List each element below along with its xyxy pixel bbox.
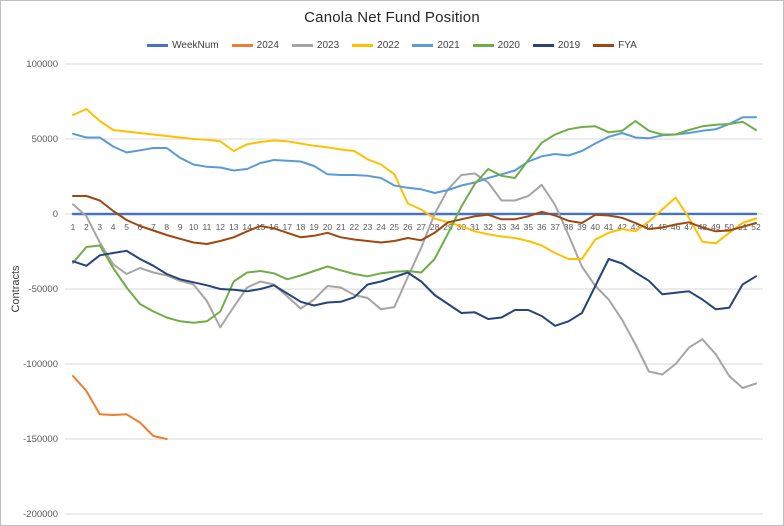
x-tick-label: 12 (216, 222, 226, 232)
x-tick-label: 40 (591, 222, 601, 232)
x-tick-label: 24 (376, 222, 386, 232)
x-tick-label: 37 (550, 222, 560, 232)
x-tick-label: 39 (577, 222, 587, 232)
x-tick-label: 8 (164, 222, 169, 232)
legend-label: 2021 (437, 40, 460, 51)
x-tick-label: 16 (269, 222, 279, 232)
x-tick-label: 20 (323, 222, 333, 232)
x-tick-label: 35 (524, 222, 534, 232)
series-line-2024 (72, 375, 168, 440)
x-tick-label: 21 (336, 222, 346, 232)
legend-swatch-icon (147, 44, 169, 47)
legend-swatch-icon (593, 44, 615, 47)
legend-item-2022: 2022 (352, 40, 399, 51)
x-tick-label: 17 (283, 222, 293, 232)
x-tick-label: 36 (537, 222, 547, 232)
x-tick-label: 34 (510, 222, 520, 232)
x-tick-label: 5 (124, 222, 129, 232)
x-tick-label: 46 (671, 222, 681, 232)
legend-label: 2020 (497, 40, 520, 51)
series-line-2020 (72, 120, 757, 324)
x-tick-label: 49 (711, 222, 721, 232)
x-tick-label: 11 (203, 222, 212, 232)
legend-item-2021: 2021 (412, 40, 460, 51)
legend-item-WeekNum: WeekNum (147, 40, 219, 51)
x-tick-label: 33 (497, 222, 507, 232)
y-tick-label: -100000 (23, 359, 58, 370)
legend-label: 2022 (377, 40, 400, 51)
x-tick-label: 31 (470, 222, 480, 232)
x-tick-label: 10 (189, 222, 199, 232)
legend-swatch-icon (291, 44, 313, 47)
x-tick-label: 25 (390, 222, 400, 232)
x-tick-label: 41 (604, 222, 614, 232)
x-tick-label: 3 (97, 222, 102, 232)
x-tick-label: 38 (564, 222, 574, 232)
x-tick-label: 14 (242, 222, 252, 232)
y-tick-label: 100000 (26, 59, 58, 70)
x-tick-label: 23 (363, 222, 373, 232)
series-line-2021 (72, 116, 757, 194)
x-tick-label: 50 (724, 222, 734, 232)
legend-label: 2024 (256, 40, 279, 51)
legend-label: FYA (618, 40, 637, 51)
y-tick-label: -200000 (23, 509, 58, 520)
chart-title: Canola Net Fund Position (304, 9, 480, 26)
x-tick-label: 42 (617, 222, 627, 232)
legend-swatch-icon (352, 44, 374, 47)
x-tick-label: 13 (229, 222, 239, 232)
series-line-2019 (72, 249, 757, 327)
y-tick-label: 50000 (32, 134, 58, 145)
legend-item-FYA: FYA (593, 40, 637, 51)
legend-item-2024: 2024 (231, 40, 279, 51)
legend-swatch-icon (412, 44, 434, 47)
legend-swatch-icon (532, 44, 554, 47)
series-line-FYA (72, 195, 757, 245)
legend-swatch-icon (231, 44, 253, 47)
x-tick-label: 43 (631, 222, 641, 232)
series-line-2023 (72, 172, 757, 389)
x-tick-label: 47 (684, 222, 694, 232)
x-tick-label: 9 (178, 222, 183, 232)
legend-swatch-icon (472, 44, 494, 47)
legend-label: 2023 (316, 40, 340, 51)
x-tick-label: 7 (151, 222, 156, 232)
x-tick-label: 18 (296, 222, 306, 232)
x-tick-label: 1 (71, 222, 76, 232)
x-tick-label: 29 (443, 222, 453, 232)
x-tick-label: 52 (751, 222, 761, 232)
x-tick-label: 2 (84, 222, 89, 232)
legend-item-2019: 2019 (532, 40, 581, 51)
legend-item-2020: 2020 (472, 40, 520, 51)
legend-label: WeekNum (172, 40, 219, 51)
x-tick-label: 22 (350, 222, 360, 232)
x-tick-label: 4 (111, 222, 116, 232)
legend: WeekNum 2024 2023 2022 2021 2020 2019 FYA (1, 40, 783, 51)
x-tick-label: 28 (430, 222, 440, 232)
x-tick-label: 32 (483, 222, 493, 232)
legend-item-2023: 2023 (291, 40, 340, 51)
y-tick-label: -150000 (23, 434, 58, 445)
x-tick-label: 27 (416, 222, 426, 232)
x-tick-label: 44 (644, 222, 654, 232)
y-tick-label: 0 (53, 209, 58, 220)
legend-label: 2019 (557, 40, 581, 51)
x-tick-label: 19 (309, 222, 319, 232)
x-tick-label: 26 (403, 222, 413, 232)
y-tick-label: -50000 (28, 284, 58, 295)
